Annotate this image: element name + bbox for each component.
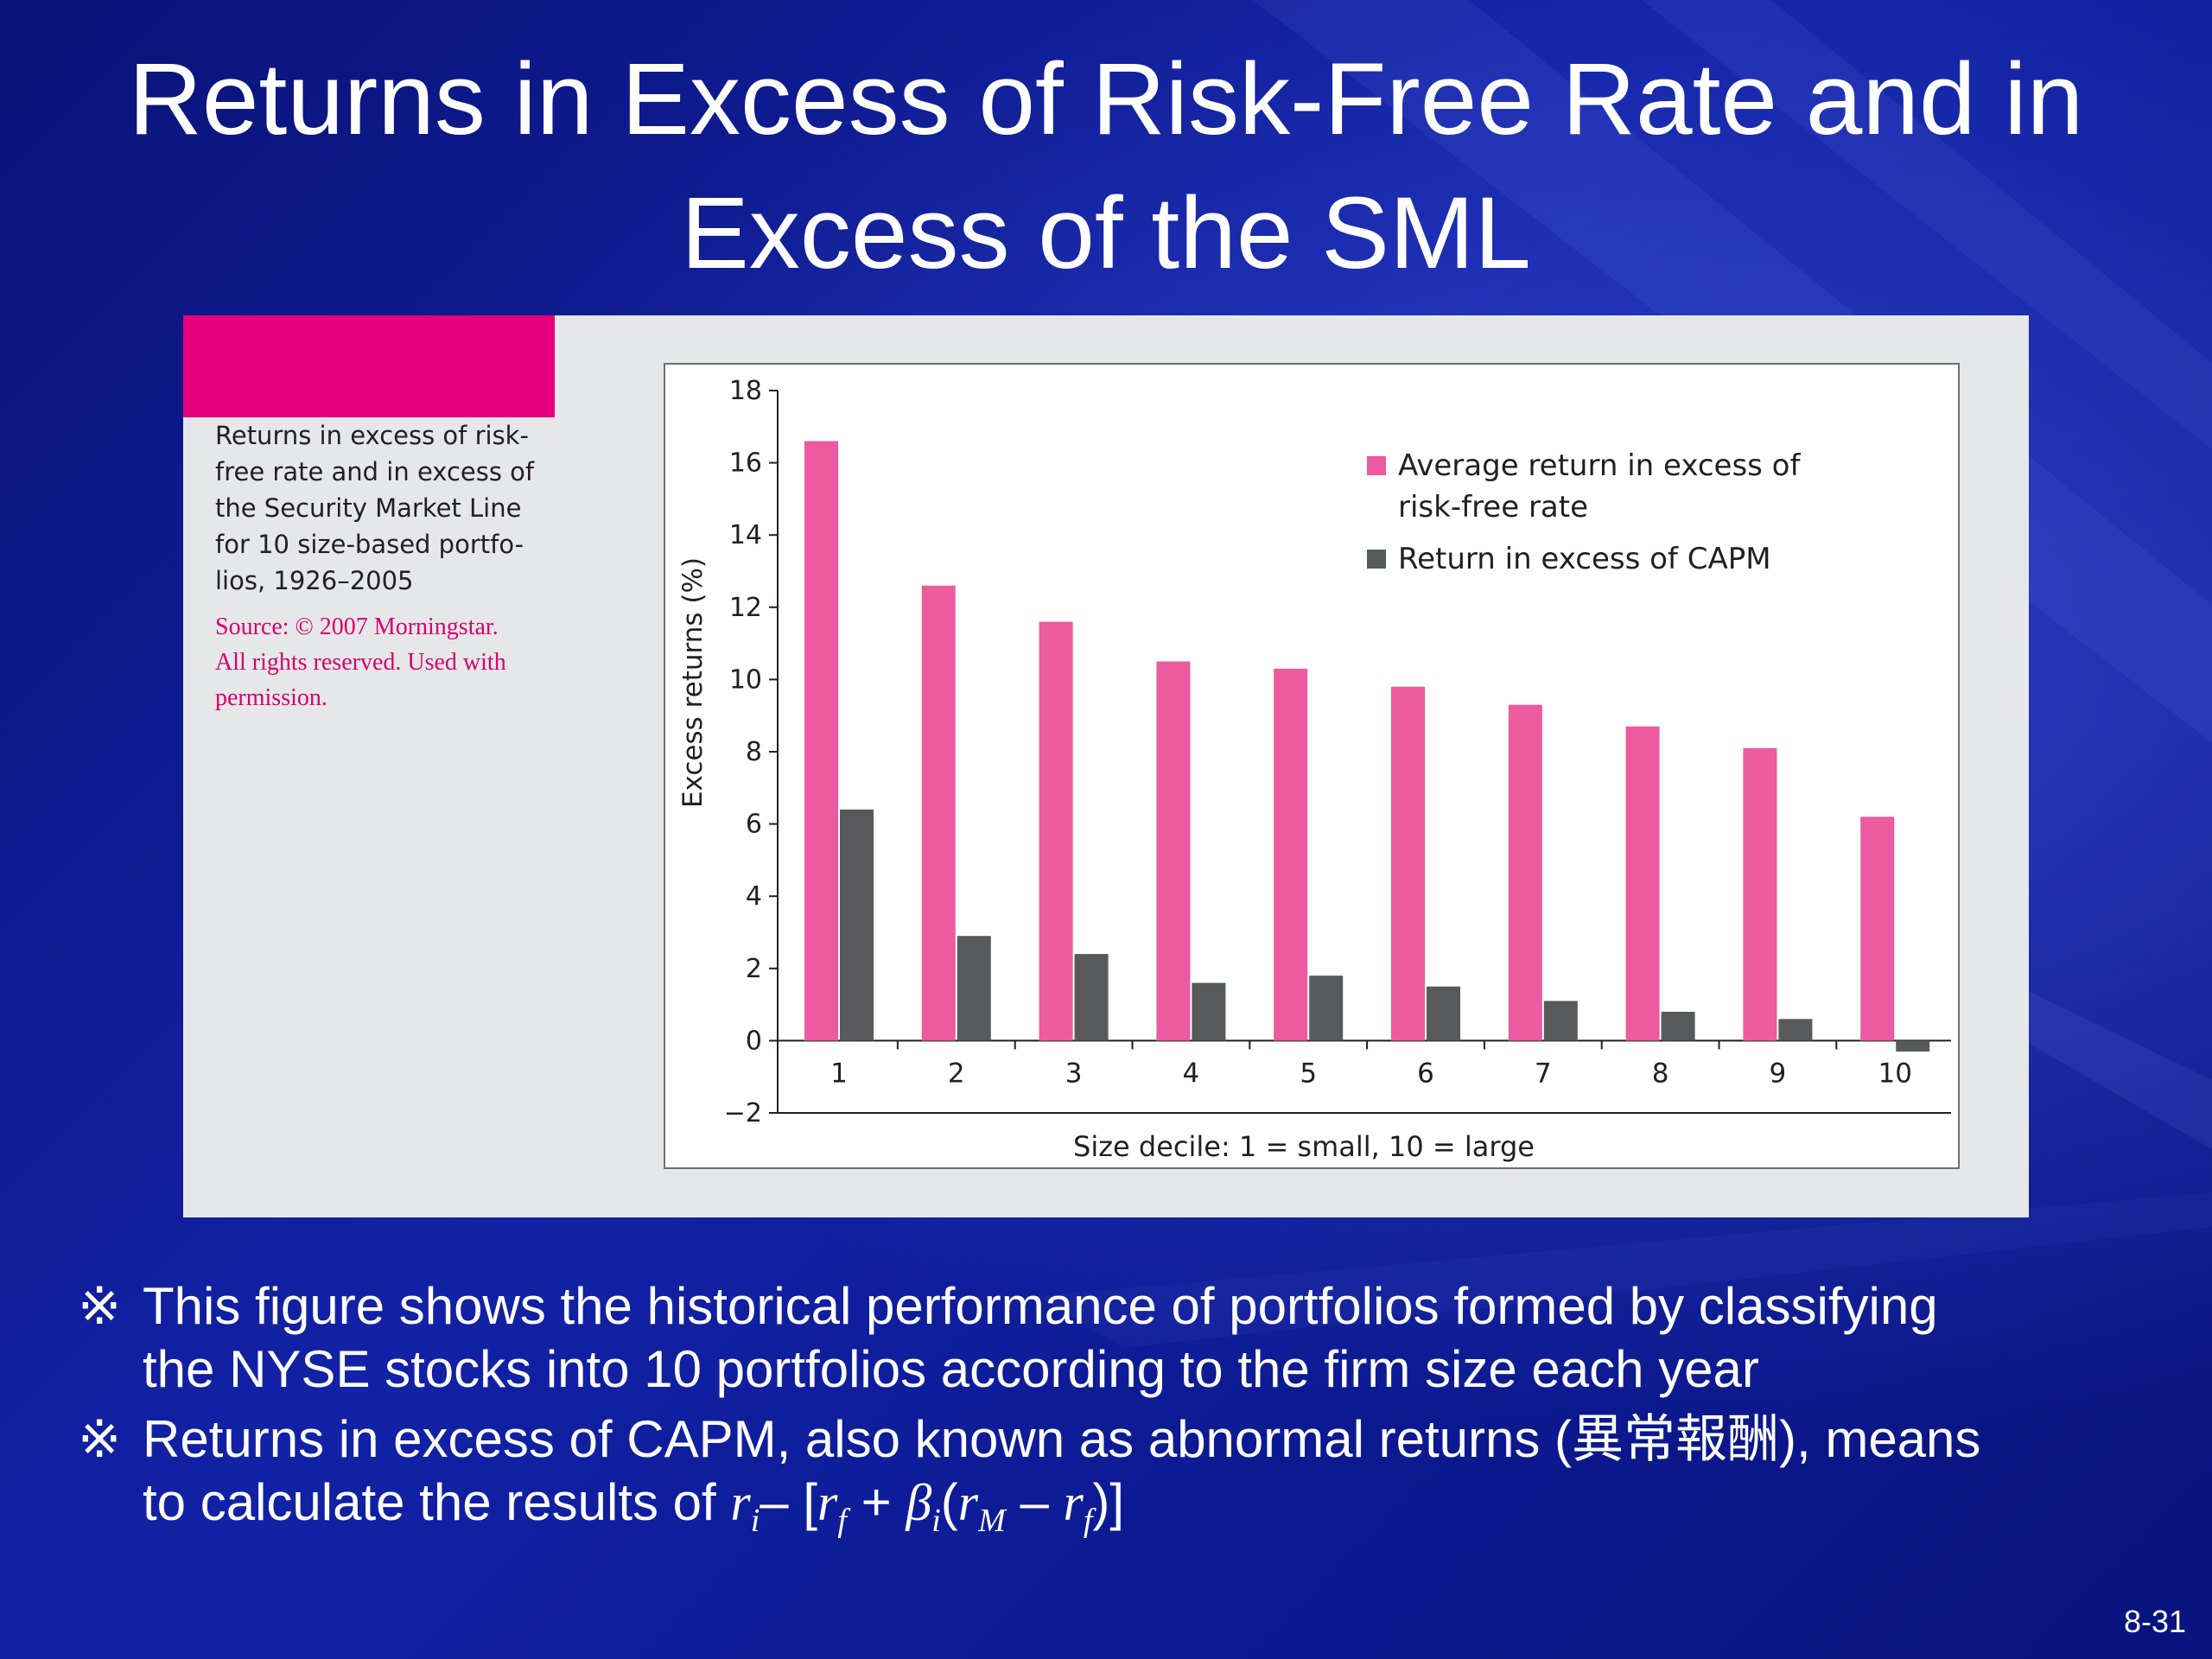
title-line-1: Returns in Excess of Risk-Free Rate and …: [128, 42, 2084, 156]
bar-excess-capm: [1778, 1019, 1813, 1041]
bar-excess-capm: [1543, 1001, 1578, 1041]
caption-line: for 10 size-based portfo-: [215, 530, 524, 559]
note-line: This figure shows the historical perform…: [143, 1277, 1938, 1335]
formula-text: +: [846, 1473, 906, 1531]
x-axis-title: Size decile: 1 = small, 10 = large: [1073, 1130, 1535, 1163]
formula-sub-f: f: [837, 1503, 847, 1539]
legend-label: Return in excess of CAPM: [1398, 542, 1771, 576]
bar-excess-risk-free: [1274, 668, 1308, 1041]
x-tick-label: 1: [830, 1058, 848, 1089]
source-line: permission.: [215, 684, 327, 711]
bar-excess-capm: [1661, 1011, 1695, 1041]
x-tick-label: 2: [948, 1058, 965, 1089]
formula-prefix: to calculate the results of: [143, 1473, 731, 1531]
y-tick-label: 16: [729, 448, 762, 479]
bar-excess-risk-free: [1391, 686, 1425, 1041]
formula-text: )]: [1092, 1473, 1125, 1531]
bar-excess-risk-free: [1508, 704, 1542, 1041]
y-tick-label: 14: [729, 520, 762, 550]
y-tick-label: 4: [746, 881, 762, 912]
caption-line: free rate and in excess of: [215, 457, 535, 486]
bar-excess-capm: [1427, 986, 1460, 1041]
bar-excess-capm: [840, 809, 874, 1041]
note-line: Returns in excess of CAPM, also known as…: [143, 1410, 1981, 1468]
note-line: the NYSE stocks into 10 portfolios accor…: [143, 1340, 1759, 1398]
x-tick-label: 8: [1652, 1058, 1669, 1089]
bar-excess-risk-free: [1625, 726, 1660, 1041]
bar-excess-risk-free: [1743, 747, 1777, 1041]
y-tick-label: 10: [729, 664, 762, 695]
caption-line: the Security Market Line: [215, 493, 522, 523]
bar-excess-risk-free: [804, 441, 838, 1041]
y-tick-label: 8: [746, 737, 762, 767]
figure-accent-block: [183, 315, 555, 417]
note-bullet-2: ※ Returns in excess of CAPM, also known …: [78, 1408, 2152, 1537]
bar-excess-capm: [1192, 982, 1226, 1041]
bar-excess-capm: [1896, 1040, 1930, 1052]
bar-excess-risk-free: [921, 585, 956, 1041]
bar-excess-risk-free: [1860, 817, 1895, 1041]
reference-mark: ※: [78, 1277, 122, 1335]
formula-sub-f: f: [1083, 1503, 1093, 1539]
caption-line: Returns in excess of risk-: [215, 421, 529, 450]
y-tick-label: 0: [746, 1026, 762, 1056]
formula-r: r: [817, 1474, 838, 1531]
x-tick-label: 4: [1183, 1058, 1200, 1089]
reference-mark: ※: [78, 1410, 122, 1468]
slide-number: 8-31: [2123, 1604, 2186, 1639]
figure-caption: Returns in excess of risk- free rate and…: [215, 417, 552, 599]
chart-frame: 18 16 14 12 10 8 6 4 2 0 −2 1 2 3 4 5 6 7 8 9 10 Size decile:…: [664, 363, 1960, 1169]
slide-title: Returns in Excess of Risk-Free Rate and …: [0, 33, 2212, 301]
x-tick-label: 10: [1878, 1058, 1911, 1089]
y-tick-label: 12: [729, 593, 762, 623]
bar-excess-risk-free: [1039, 621, 1073, 1041]
source-line: Source: © 2007 Morningstar.: [215, 613, 499, 640]
y-tick-label: −2: [724, 1098, 762, 1128]
y-axis-title: Excess returns (%): [677, 557, 709, 808]
y-tick-label: 6: [746, 810, 762, 840]
y-tick-label: 18: [729, 376, 762, 406]
notes: ※ This figure shows the historical perfo…: [78, 1274, 2152, 1541]
formula-sub-i: i: [750, 1503, 760, 1539]
legend-swatch-excess-risk-free: [1367, 456, 1386, 475]
formula-text: – [: [760, 1473, 818, 1531]
figure-source: Source: © 2007 Morningstar. All rights r…: [215, 609, 561, 715]
bar-excess-capm: [957, 936, 991, 1041]
formula-r: r: [1063, 1474, 1084, 1531]
bar-excess-capm: [1074, 954, 1109, 1041]
legend-label: Average return in excess of: [1398, 448, 1801, 483]
formula-r: r: [957, 1474, 979, 1531]
legend-label: risk-free rate: [1398, 490, 1588, 524]
x-tick-label: 5: [1300, 1058, 1317, 1089]
x-tick-label: 3: [1065, 1058, 1083, 1089]
formula-sub-M: M: [978, 1503, 1006, 1539]
formula-line: to calculate the results of ri– [rf + βi…: [143, 1471, 2152, 1537]
caption-line: lios, 1926–2005: [215, 566, 414, 595]
y-tick-label: 2: [746, 954, 762, 984]
formula-beta: β: [906, 1474, 932, 1531]
legend-swatch-excess-capm: [1367, 550, 1386, 569]
note-bullet-1: ※ This figure shows the historical perfo…: [78, 1274, 2152, 1401]
formula-text: –: [1005, 1473, 1064, 1531]
source-line: All rights reserved. Used with: [215, 649, 506, 676]
bar-excess-capm: [1309, 976, 1344, 1041]
title-line-2: Excess of the SML: [681, 176, 1531, 290]
figure-panel: Returns in excess of risk- free rate and…: [183, 315, 2029, 1217]
formula-r: r: [730, 1474, 751, 1531]
x-tick-label: 7: [1535, 1058, 1552, 1089]
formula-text: (: [940, 1473, 958, 1531]
formula-sub-i: i: [931, 1503, 941, 1539]
x-tick-label: 6: [1417, 1058, 1434, 1089]
x-tick-label: 9: [1770, 1058, 1787, 1089]
bar-excess-risk-free: [1156, 661, 1191, 1041]
